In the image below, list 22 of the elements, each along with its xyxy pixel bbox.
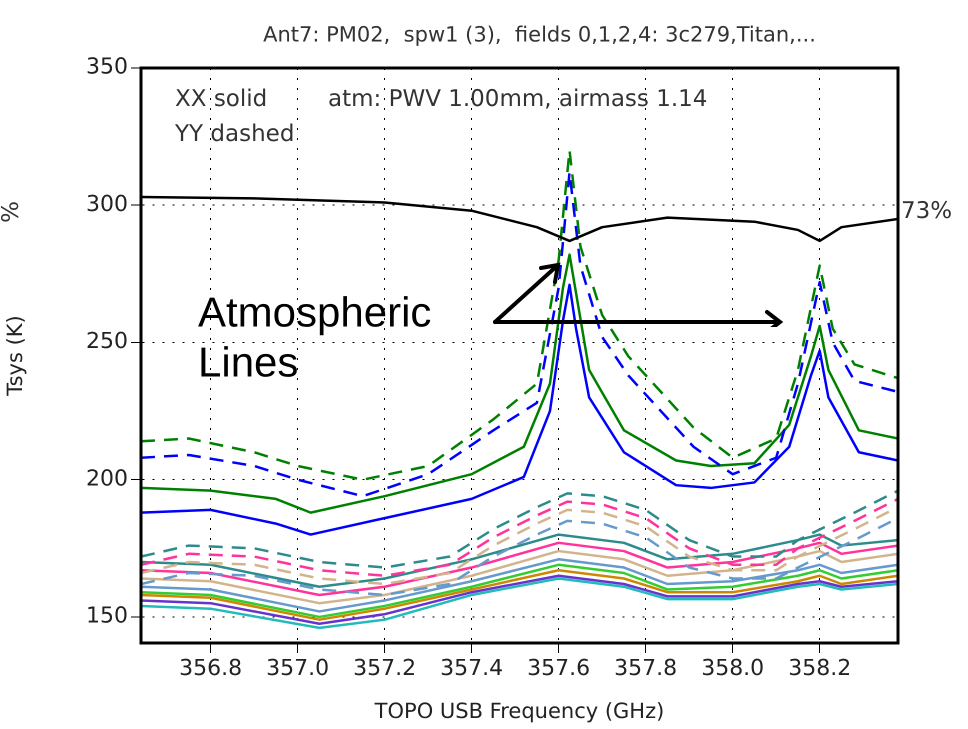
y-axis-title: Tsys (K) [3, 315, 28, 397]
y-tick-label: 150 [86, 604, 128, 629]
text: 73% [901, 198, 952, 224]
text: % [0, 201, 24, 223]
chart-title: Ant7: PM02, spw1 (3), fields 0,1,2,4: 3c279,Titan,... [263, 22, 816, 46]
annotation: YY dashed [174, 120, 294, 147]
x-tick-label: 358.0 [701, 656, 764, 681]
x-tick-label: 357.0 [266, 656, 330, 681]
x-tick-label: 357.6 [527, 656, 590, 681]
y-tick-label: 200 [86, 466, 128, 492]
x-tick-label: 357.2 [353, 656, 416, 681]
x-tick-label: 357.8 [614, 656, 678, 681]
annotation: Atmospheric Lines [198, 288, 432, 386]
x-tick-label: 356.8 [179, 656, 242, 681]
annotation: atm: PWV 1.00mm, airmass 1.14 [328, 86, 708, 112]
x-tick-label: 357.4 [440, 656, 504, 681]
x-tick-label: 358.2 [788, 656, 852, 681]
y-tick-label: 300 [86, 192, 128, 217]
annotation: XX solid [175, 86, 268, 112]
x-axis-title: TOPO USB Frequency (GHz) [374, 698, 664, 723]
y-tick-label: 350 [86, 54, 128, 80]
y-tick-label: 250 [86, 329, 128, 354]
